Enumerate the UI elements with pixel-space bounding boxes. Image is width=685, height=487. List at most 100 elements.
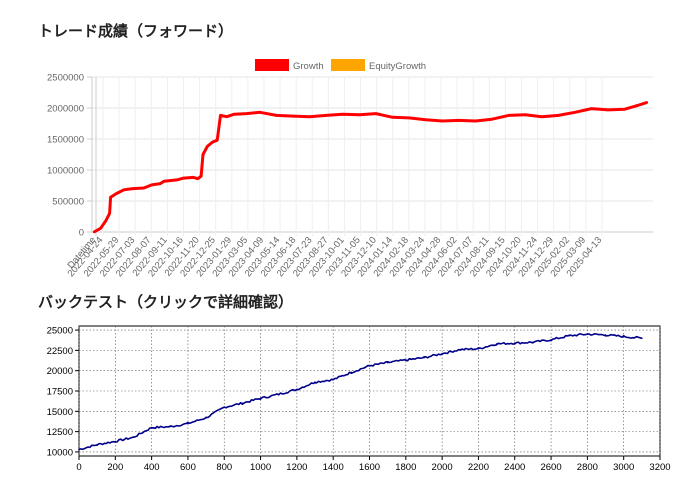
series-point-growth xyxy=(99,227,102,230)
series-point-growth xyxy=(291,114,295,118)
backtest-point xyxy=(350,371,353,374)
series-point-growth xyxy=(623,108,626,111)
series-point-growth xyxy=(557,114,560,117)
series-point-growth xyxy=(474,119,477,123)
y-tick-label: 10000 xyxy=(47,447,73,458)
legend-label-equitygrowth: EquityGrowth xyxy=(369,61,426,72)
backtest-point xyxy=(96,443,98,446)
x-tick-label: 2400 xyxy=(504,462,525,473)
series-point-growth xyxy=(104,219,108,222)
x-tick-label: 2200 xyxy=(468,462,489,473)
series-point-growth xyxy=(131,187,135,190)
backtest-point xyxy=(277,393,280,396)
x-tick-label: 2000 xyxy=(432,462,453,473)
backtest-point xyxy=(259,397,262,400)
backtest-point xyxy=(205,417,207,419)
y-tick-label: 500000 xyxy=(52,197,84,208)
backtest-point xyxy=(187,422,189,425)
series-point-growth xyxy=(275,114,278,117)
backtest-point xyxy=(405,359,407,361)
series-point-growth xyxy=(196,177,199,180)
series-point-growth xyxy=(358,113,361,117)
series-line-growth xyxy=(93,100,648,234)
series-point-growth xyxy=(115,192,118,195)
backtest-point xyxy=(423,356,425,359)
series-point-growth xyxy=(211,140,214,144)
series-point-growth xyxy=(325,114,328,117)
series-point-growth xyxy=(524,113,527,117)
series-point-growth xyxy=(441,119,444,123)
x-tick-label: 800 xyxy=(216,462,232,473)
backtest-point xyxy=(622,335,625,338)
series-point-growth xyxy=(457,119,461,122)
backtest-point xyxy=(368,365,371,367)
forward-section-title: トレード成績（フォワード） xyxy=(38,22,234,40)
x-tick-label: 0 xyxy=(76,462,81,473)
y-tick-label: 2000000 xyxy=(47,104,84,115)
series-point-growth xyxy=(341,113,344,116)
y-tick-label: 1000000 xyxy=(47,166,84,177)
y-tick-label: 0 xyxy=(79,228,84,239)
y-tick-label: 20000 xyxy=(47,366,73,377)
x-tick-label: 400 xyxy=(144,462,160,473)
series-point-growth xyxy=(192,176,195,179)
legend-swatch-growth xyxy=(255,59,289,71)
backtest-point xyxy=(568,335,570,337)
series-point-growth xyxy=(162,180,166,183)
legend-label-growth: Growth xyxy=(293,61,324,72)
backtest-equity-line xyxy=(78,333,642,451)
x-tick-label: 1400 xyxy=(323,462,344,473)
backtest-point xyxy=(241,402,244,405)
series-point-growth xyxy=(590,107,593,110)
backtest-point xyxy=(550,339,552,341)
backtest-point xyxy=(495,343,498,345)
backtest-point xyxy=(150,426,153,429)
backtest-point xyxy=(514,342,516,344)
series-point-growth xyxy=(109,196,112,199)
series-point-growth xyxy=(92,230,96,234)
x-tick-label: 1800 xyxy=(395,462,416,473)
y-tick-label: 1500000 xyxy=(47,135,84,146)
series-point-growth xyxy=(206,145,209,148)
legend-swatch-equitygrowth xyxy=(331,59,365,71)
series-point-growth xyxy=(108,212,111,215)
series-point-growth xyxy=(424,118,427,122)
series-point-growth xyxy=(199,175,203,178)
series-point-growth xyxy=(201,153,205,156)
series-point-growth xyxy=(216,139,219,142)
series-point-growth xyxy=(407,116,411,120)
backtest-point xyxy=(296,388,298,391)
series-point-growth xyxy=(122,188,126,191)
y-tick-label: 15000 xyxy=(47,407,73,418)
forward-growth-chart: Growth EquityGrowth 0 500000 1000000 1500000 2… xyxy=(47,59,653,279)
x-tick-label: 1000 xyxy=(250,462,271,473)
series-point-growth xyxy=(636,104,639,107)
x-tick-label: 1600 xyxy=(359,462,380,473)
x-tick-label: 2800 xyxy=(577,462,598,473)
series-point-growth xyxy=(308,115,311,118)
backtest-point xyxy=(477,348,480,350)
backtest-point xyxy=(386,361,389,364)
backtest-point xyxy=(459,348,462,351)
backtest-section-title[interactable]: バックテスト（クリックで詳細確認） xyxy=(38,293,294,311)
series-point-growth xyxy=(245,112,248,115)
series-point-growth xyxy=(225,115,228,118)
x-tick-label: 200 xyxy=(107,462,123,473)
series-point-growth xyxy=(159,182,162,185)
series-point-growth xyxy=(374,112,378,115)
backtest-point xyxy=(114,440,117,443)
series-point-growth xyxy=(258,111,262,114)
x-tick-label: 1200 xyxy=(286,462,307,473)
series-point-growth xyxy=(182,176,185,180)
series-point-growth xyxy=(175,178,179,182)
series-point-growth xyxy=(490,118,494,121)
series-point-growth xyxy=(391,116,394,119)
backtest-point xyxy=(604,334,607,336)
x-tick-label: 600 xyxy=(180,462,196,473)
x-tick-label: 3000 xyxy=(613,462,634,473)
series-point-growth xyxy=(142,186,145,190)
series-point-growth xyxy=(540,115,543,118)
backtest-point xyxy=(441,352,443,355)
backtest-point xyxy=(532,341,534,344)
